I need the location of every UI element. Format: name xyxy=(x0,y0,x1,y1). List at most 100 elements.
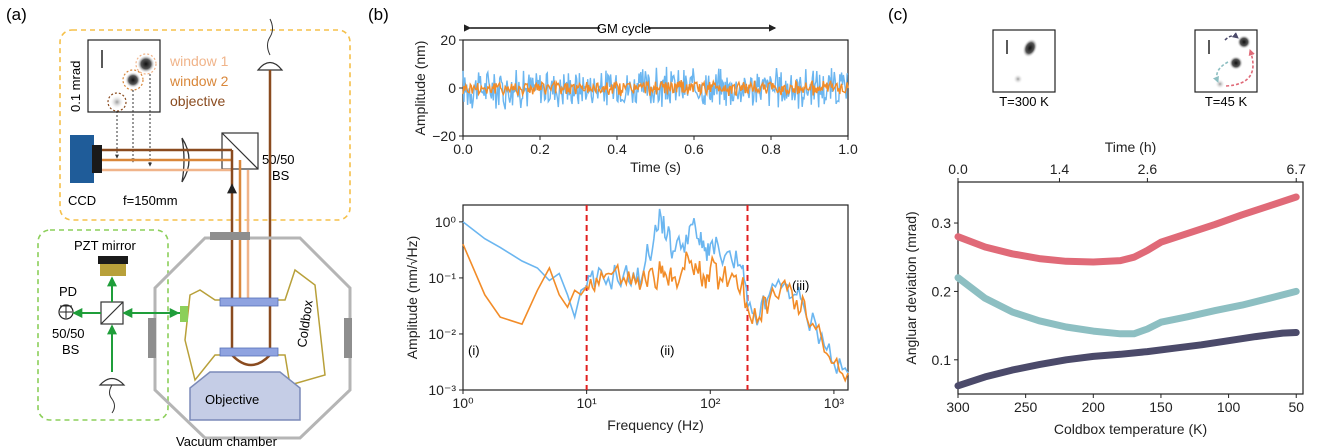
x-tick-label: 10⁰ xyxy=(452,395,474,411)
ccd-camera xyxy=(70,135,94,183)
thumb-spot xyxy=(1022,38,1038,58)
plot-frame xyxy=(462,204,849,391)
y-tick-label: 0.2 xyxy=(932,283,952,299)
y-tick-label: 10⁻² xyxy=(428,326,456,342)
collimator-top xyxy=(256,61,284,71)
window-2 xyxy=(219,347,279,357)
port-left xyxy=(148,318,156,358)
x-tick-label: 10¹ xyxy=(577,395,598,411)
x-tick-label: 150 xyxy=(1149,399,1173,415)
objective-label: Objective xyxy=(205,392,259,407)
series-line-2 xyxy=(954,329,1300,390)
y-axis-label: Amplitude (nm) xyxy=(412,41,428,136)
legend-window2: window 2 xyxy=(169,73,229,89)
ccd-label: CCD xyxy=(68,193,96,208)
coldbox-label: Coldbox xyxy=(294,299,316,349)
thumb-spot-faint xyxy=(1013,74,1023,84)
bs-left-label-1: 50/50 xyxy=(52,326,85,341)
bs-top-label-2: BS xyxy=(272,168,290,183)
panel-a-label: (a) xyxy=(6,5,27,24)
panel-c: (c) T=300 K T=45 K 300 250 200 150 100 50 0.1 0… xyxy=(888,5,1306,437)
x-tick-label: 100 xyxy=(1217,399,1241,415)
beam-turn xyxy=(231,354,271,367)
y-tick-label: 20 xyxy=(440,32,456,48)
region-label-i: (i) xyxy=(468,343,480,358)
x-tick-label: 10³ xyxy=(824,395,845,411)
pd-box xyxy=(37,229,169,421)
x2-tick-label: 0.0 xyxy=(948,161,968,177)
spot-window1 xyxy=(137,55,155,73)
collimator-bottom xyxy=(98,377,126,386)
drift-arrow-teal xyxy=(1212,61,1229,83)
drift-arrow-red xyxy=(1225,48,1255,87)
pzt-mirror-cap xyxy=(98,256,128,264)
spot-window2 xyxy=(125,72,141,88)
thumb-right-label: T=45 K xyxy=(1205,94,1248,109)
x-tick-label: 0.8 xyxy=(761,141,781,157)
photodiode-symbol xyxy=(60,305,72,318)
beam-splitter-diagonal xyxy=(221,132,259,170)
x-tick-label: 200 xyxy=(1082,399,1106,415)
pzt-label: PZT mirror xyxy=(74,238,137,253)
spectrum-chart: 10⁰ 10¹ 10² 10³ 10⁻³ 10⁻² 10⁻¹ 10⁰ Frequency (Hz… xyxy=(404,204,849,433)
spot-objective xyxy=(110,95,124,109)
beam-splitter-left-diagonal xyxy=(100,301,124,325)
x2-tick-label: 1.4 xyxy=(1050,161,1070,177)
x-tick-label: 300 xyxy=(946,399,970,415)
x-tick-label: 0.2 xyxy=(530,141,550,157)
pzt-mirror xyxy=(100,264,126,276)
chamber-label: Vacuum chamber xyxy=(176,434,278,447)
region-label-iii: (iii) xyxy=(792,278,809,293)
series-line-1 xyxy=(462,243,849,383)
series-line-1 xyxy=(954,274,1300,338)
thumb-spot xyxy=(1237,35,1251,49)
panel-b-label: (b) xyxy=(368,5,389,24)
inset-scale-label: 0.1 mrad xyxy=(68,61,83,112)
legend-objective: objective xyxy=(170,93,225,109)
region-label-ii: (ii) xyxy=(660,343,674,358)
y-tick-label: 0.3 xyxy=(932,215,952,231)
thumb-spot-faint xyxy=(1215,79,1225,89)
x-tick-label: 250 xyxy=(1014,399,1038,415)
pd-label: PD xyxy=(59,284,77,299)
bs-left-label-2: BS xyxy=(62,342,80,357)
x2-axis-label: Time (h) xyxy=(1105,139,1157,155)
port-top xyxy=(210,232,250,240)
legend-window1: window 1 xyxy=(169,53,229,69)
x-axis-label: Time (s) xyxy=(630,159,681,175)
y-axis-label: Amplitude (nm/√Hz) xyxy=(404,236,420,360)
time-trace-chart: 0.0 0.2 0.4 0.6 0.8 1.0 −20 0 20 Time (s) Amplitud… xyxy=(412,32,858,175)
gm-cycle-label: GM cycle xyxy=(597,21,651,36)
y-tick-label: −20 xyxy=(432,128,456,144)
panel-c-label: (c) xyxy=(888,5,908,24)
y-tick-label: 0.1 xyxy=(932,352,952,368)
series-line-1 xyxy=(462,79,849,98)
spot-objective-ring xyxy=(107,92,127,112)
x-tick-label: 0.6 xyxy=(684,141,704,157)
x-axis-label: Coldbox temperature (K) xyxy=(1054,421,1207,437)
x-tick-label: 1.0 xyxy=(838,141,858,157)
spot-window2-ring xyxy=(122,69,144,91)
gm-cycle-bg xyxy=(600,20,648,36)
thumb-spot xyxy=(1229,56,1243,70)
y-tick-label: 10⁻³ xyxy=(428,382,456,398)
x-tick-label: 0.4 xyxy=(607,141,627,157)
x-axis-label: Frequency (Hz) xyxy=(607,417,703,433)
spot-window1-ring xyxy=(135,53,157,75)
side-window xyxy=(180,306,188,322)
detection-box xyxy=(59,29,351,221)
x2-tick-label: 6.7 xyxy=(1287,161,1307,177)
angular-deviation-chart: 300 250 200 150 100 50 0.1 0.2 0.3 Coldbox temper… xyxy=(903,139,1306,437)
y-tick-label: 10⁻¹ xyxy=(428,270,456,286)
x-tick-label: 10² xyxy=(700,395,721,411)
port-right xyxy=(344,318,352,358)
drift-arrow-dark xyxy=(1224,32,1239,41)
thumbnail-300k xyxy=(992,29,1056,93)
panel-a: (a) 0.1 mrad window 1 window 2 objective… xyxy=(6,5,352,447)
x-tick-label: 0.0 xyxy=(453,141,473,157)
series-line-0 xyxy=(954,193,1300,266)
x2-tick-label: 2.6 xyxy=(1138,161,1158,177)
x-tick-label: 50 xyxy=(1288,399,1304,415)
objective xyxy=(189,371,301,421)
